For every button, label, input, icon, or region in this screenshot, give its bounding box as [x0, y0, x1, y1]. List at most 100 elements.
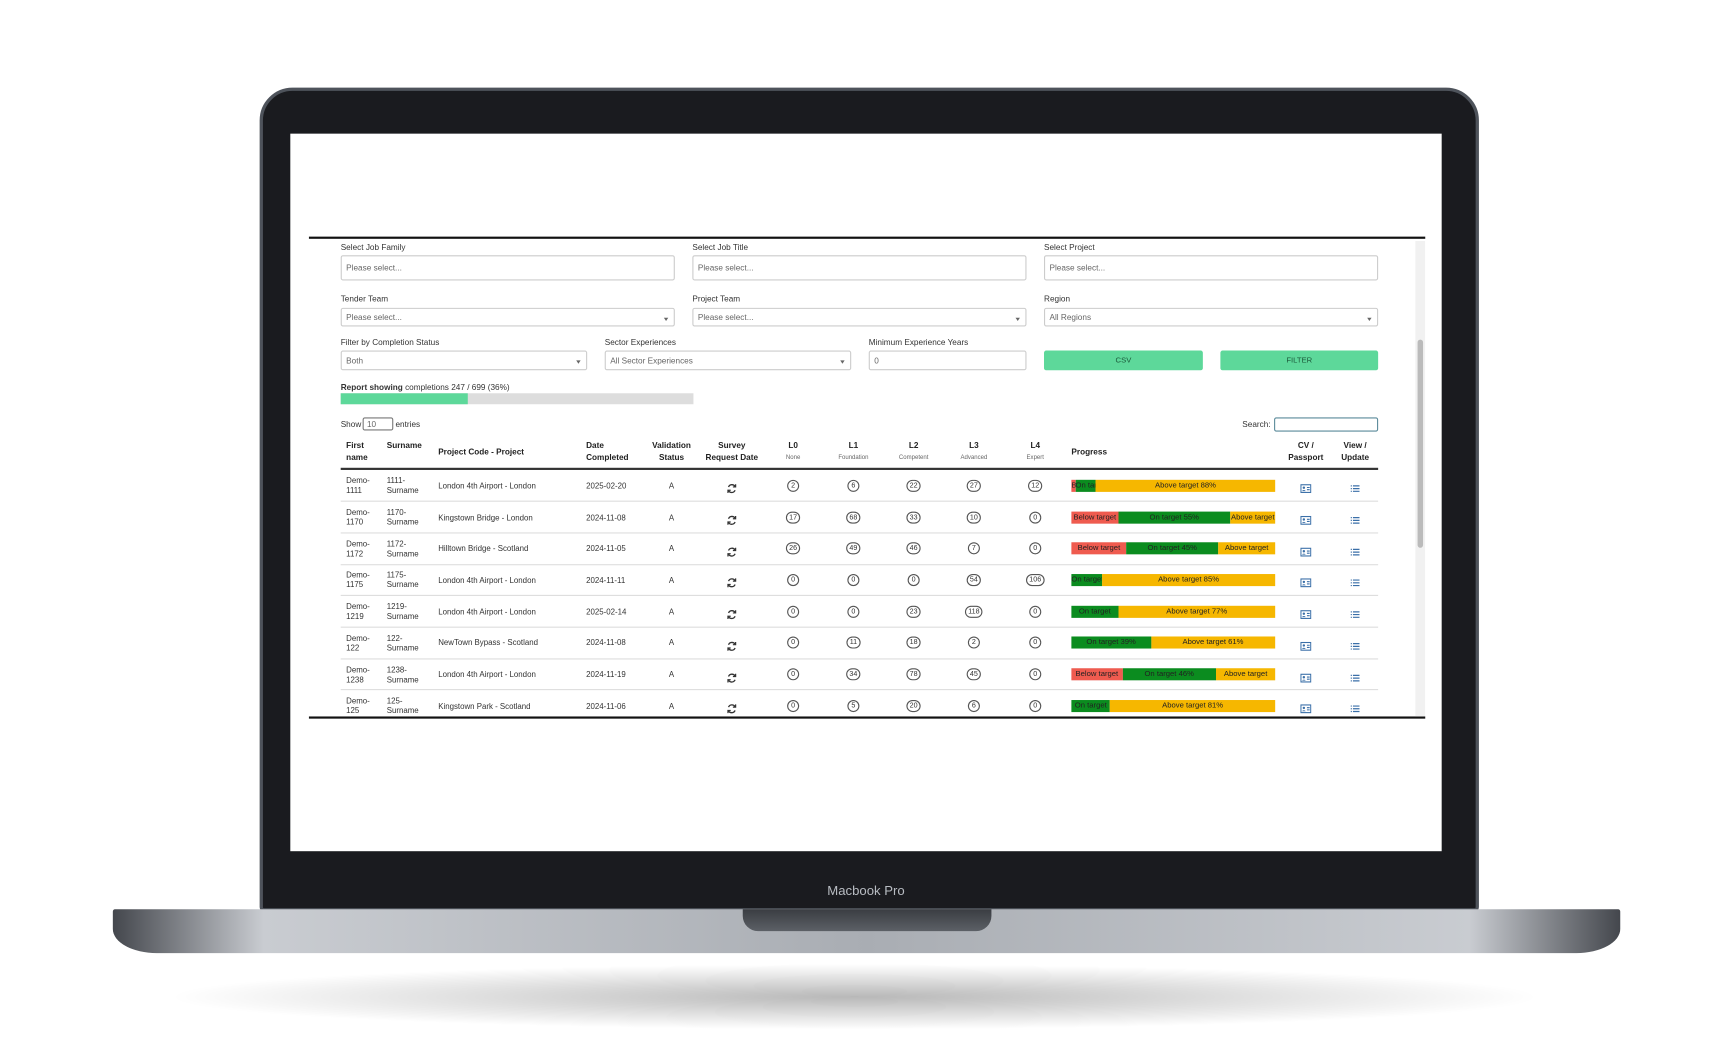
first-name: Demo-1172	[346, 538, 370, 559]
level-badge: 118	[964, 605, 983, 618]
cv-icon[interactable]	[1300, 669, 1312, 682]
progress-segment: Below target	[1071, 542, 1127, 555]
progress-label: Below target	[1075, 670, 1119, 679]
progress-segment: Below target	[1071, 511, 1119, 524]
filter-input[interactable]: Please select...	[340, 255, 675, 281]
view-icon[interactable]	[1350, 700, 1361, 713]
level-badge: 0	[787, 699, 800, 712]
level-badge: 0	[847, 573, 860, 586]
level-note: None	[785, 454, 801, 462]
survey-icon[interactable]	[726, 700, 737, 714]
filter-input[interactable]: All Regions	[1044, 307, 1379, 327]
progress-label: Above target	[1223, 670, 1268, 679]
level-badge: 34	[846, 668, 861, 681]
project: London 4th Airport - London	[438, 606, 536, 617]
progress-label: Above target 77%	[1166, 607, 1228, 616]
cv-icon[interactable]	[1300, 606, 1312, 620]
surname: 1172-Surname	[386, 538, 419, 559]
view-icon[interactable]	[1350, 480, 1361, 493]
dropdown-caret	[840, 360, 845, 364]
entries-label: entries	[395, 419, 421, 430]
first-name: Demo-1111	[346, 475, 370, 496]
survey-icon[interactable]	[726, 606, 737, 620]
filter-input[interactable]: 0	[868, 350, 1027, 371]
level-badge: 0	[787, 668, 800, 681]
level-badge: 17	[785, 511, 801, 524]
filter-label: Filter by Completion Status	[340, 337, 440, 348]
progress-bar: On target Above target 85%	[1071, 573, 1276, 586]
level-badge: 45	[966, 668, 982, 681]
column-header: L0	[788, 440, 798, 451]
level-badge: 26	[785, 542, 801, 555]
validation: A	[668, 512, 675, 523]
progress-label: On target	[1078, 607, 1111, 616]
cv-icon[interactable]	[1300, 700, 1312, 714]
first-name: Demo-122	[346, 632, 370, 653]
level-badge: 0	[787, 573, 800, 586]
progress-segment: Above target 88%	[1095, 479, 1276, 492]
cv-icon[interactable]	[1300, 543, 1312, 557]
filter-input[interactable]: Please select...	[692, 307, 1027, 327]
survey-icon[interactable]	[726, 512, 737, 525]
view-icon[interactable]	[1350, 574, 1361, 587]
page-size-select[interactable]: 10	[362, 417, 394, 431]
first-name: Demo-1219	[346, 601, 370, 622]
level-badge: 0	[1029, 511, 1042, 524]
survey-icon[interactable]	[726, 637, 737, 651]
survey-icon[interactable]	[726, 669, 737, 683]
date: 2024-11-08	[586, 637, 626, 648]
button[interactable]: CSV	[1044, 350, 1203, 371]
cv-icon[interactable]	[1300, 512, 1312, 525]
validation: A	[668, 575, 675, 585]
filter-input[interactable]: All Sector Experiences	[604, 350, 852, 371]
row-rule	[340, 689, 1379, 691]
filter-input[interactable]: Please select...	[1044, 255, 1379, 281]
filter-input[interactable]: Both	[340, 350, 588, 371]
level-badge: 33	[906, 511, 921, 524]
progress-segment: On target 46%	[1122, 668, 1217, 681]
progress-label: Above target	[1224, 544, 1269, 553]
view-icon[interactable]	[1350, 512, 1361, 524]
filter-label: Minimum Experience Years	[868, 337, 969, 348]
level-note: Advanced	[960, 454, 988, 462]
column-header: View / Update	[1341, 440, 1370, 463]
button[interactable]: FILTER	[1220, 350, 1379, 371]
date: 2025-02-14	[586, 606, 627, 617]
progress-label: On target 55%	[1149, 513, 1200, 521]
filter-value: All Regions	[1049, 312, 1092, 323]
cv-icon[interactable]	[1300, 480, 1312, 494]
progress-segment: On target	[1071, 573, 1102, 586]
button-label: FILTER	[1286, 356, 1313, 365]
filter-input[interactable]: Please select...	[692, 255, 1027, 281]
cv-icon[interactable]	[1300, 574, 1312, 588]
search-label: Search:	[1242, 419, 1271, 430]
cv-icon[interactable]	[1300, 637, 1312, 651]
survey-icon[interactable]	[726, 574, 737, 588]
search-input[interactable]	[1274, 417, 1379, 432]
filter-value: Please select...	[346, 312, 402, 323]
level-badge: 23	[906, 605, 921, 618]
scrollbar-thumb[interactable]	[1417, 339, 1424, 548]
view-icon[interactable]	[1350, 669, 1361, 681]
progress-segment: Above target	[1230, 511, 1276, 524]
level-badge: 0	[1029, 542, 1042, 555]
survey-icon[interactable]	[726, 543, 737, 557]
progress-bar: Below target On target 46% Above target	[1071, 668, 1276, 681]
progress-label: Above target	[1230, 513, 1275, 521]
progress-bar: Below target On target 45% Above target	[1071, 542, 1276, 555]
progress-segment: Above target	[1218, 542, 1276, 555]
level-badge: 0	[787, 636, 800, 649]
survey-icon[interactable]	[726, 480, 737, 494]
filter-input[interactable]: Please select...	[340, 307, 675, 327]
dropdown-caret	[1015, 317, 1020, 321]
level-badge: 0	[907, 573, 920, 586]
date: 2024-11-11	[586, 575, 626, 585]
view-icon[interactable]	[1350, 637, 1361, 650]
level-note: Expert	[1026, 454, 1044, 462]
view-icon[interactable]	[1350, 543, 1361, 556]
view-icon[interactable]	[1350, 606, 1361, 619]
level-badge: 49	[846, 542, 861, 555]
filter-value: All Sector Experiences	[610, 355, 693, 366]
level-badge: 10	[966, 511, 982, 524]
